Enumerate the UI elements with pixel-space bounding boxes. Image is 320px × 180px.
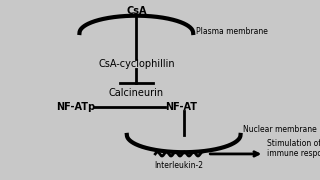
- Text: Calcineurin: Calcineurin: [109, 88, 164, 98]
- Text: Interleukin-2: Interleukin-2: [155, 161, 204, 170]
- Text: NF-ATp: NF-ATp: [56, 102, 95, 112]
- Text: CsA: CsA: [126, 6, 147, 16]
- Text: Nuclear membrane: Nuclear membrane: [243, 125, 316, 134]
- Text: Stimulation of
immune response: Stimulation of immune response: [267, 139, 320, 158]
- Text: CsA-cyclophillin: CsA-cyclophillin: [98, 59, 175, 69]
- Text: Plasma membrane: Plasma membrane: [196, 27, 268, 36]
- Text: NF-AT: NF-AT: [165, 102, 197, 112]
